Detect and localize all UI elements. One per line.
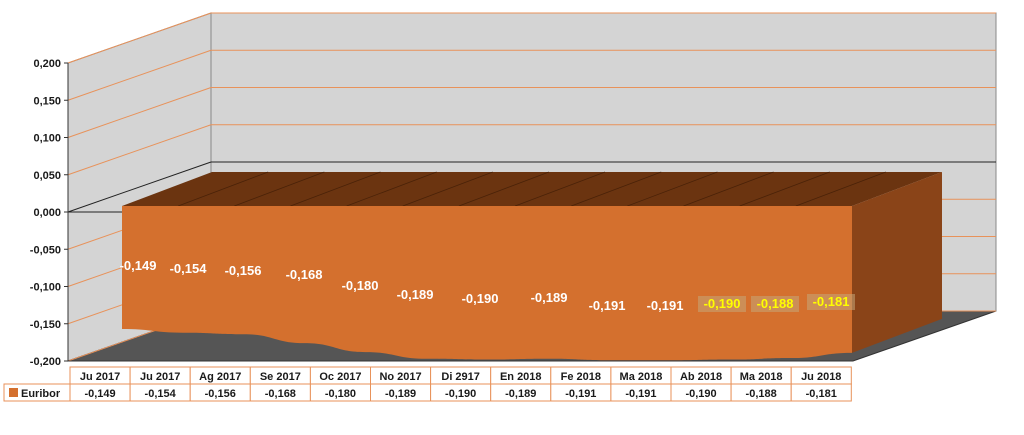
x-category-label: En 2018 bbox=[500, 371, 542, 383]
y-tick-label: 0,150 bbox=[33, 95, 61, 107]
table-value: -0,188 bbox=[746, 388, 777, 400]
data-label: -0,189 bbox=[531, 290, 568, 305]
x-category-label: Se 2017 bbox=[260, 371, 301, 383]
x-category-label: Ju 2017 bbox=[140, 371, 180, 383]
y-tick-label: -0,100 bbox=[30, 282, 61, 294]
area-top-face bbox=[122, 172, 942, 206]
data-label: -0,168 bbox=[286, 267, 323, 282]
table-value: -0,190 bbox=[445, 388, 476, 400]
top-face-divider bbox=[402, 171, 493, 207]
x-category-label: No 2017 bbox=[379, 371, 421, 383]
top-face-divider bbox=[571, 171, 662, 207]
table-value: -0,180 bbox=[325, 388, 356, 400]
gridline-side bbox=[67, 124, 212, 176]
data-label: -0,180 bbox=[342, 278, 379, 293]
data-label: -0,181 bbox=[813, 294, 850, 309]
x-category-label: Ju 2018 bbox=[801, 371, 841, 383]
table-value: -0,189 bbox=[385, 388, 416, 400]
top-face-divider bbox=[290, 171, 381, 207]
data-label: -0,156 bbox=[225, 263, 262, 278]
x-category-label: Oc 2017 bbox=[319, 371, 361, 383]
y-tick-label: 0,000 bbox=[33, 207, 61, 219]
x-category-label: Fe 2018 bbox=[561, 371, 601, 383]
gridline-side bbox=[67, 49, 212, 101]
top-face-divider bbox=[683, 171, 774, 207]
data-label-bg bbox=[807, 294, 855, 310]
top-face-divider bbox=[458, 171, 550, 207]
area-side-face bbox=[852, 172, 942, 353]
data-label: -0,191 bbox=[647, 298, 684, 313]
table-value: -0,191 bbox=[565, 388, 596, 400]
data-label: -0,189 bbox=[397, 287, 434, 302]
legend-series-name: Euribor bbox=[21, 388, 61, 400]
x-category-label: Ab 2018 bbox=[680, 371, 722, 383]
table-value: -0,156 bbox=[205, 388, 236, 400]
table-value: -0,149 bbox=[84, 388, 115, 400]
area-series bbox=[122, 171, 942, 361]
y-axis: 0,200 0,150 0,100 0,050 0,000 -0,050 -0,100 -0,… bbox=[30, 58, 69, 368]
table-value-cell bbox=[790, 383, 852, 402]
y-tick-label: 0,100 bbox=[33, 133, 61, 145]
x-category-label: Di 2917 bbox=[441, 371, 480, 383]
top-face-divider bbox=[739, 171, 830, 207]
data-label-bg bbox=[698, 296, 746, 312]
y-tick-label: -0,150 bbox=[30, 319, 61, 331]
legend-swatch bbox=[9, 388, 18, 397]
area-front-face bbox=[122, 206, 852, 361]
data-label: -0,191 bbox=[589, 298, 626, 313]
table-value: -0,168 bbox=[265, 388, 296, 400]
data-label: -0,188 bbox=[757, 296, 794, 311]
x-category-label: Ag 2017 bbox=[199, 371, 241, 383]
data-label: -0,190 bbox=[704, 296, 741, 311]
top-face-divider bbox=[627, 171, 718, 207]
data-labels: -0,149 -0,154 -0,156 -0,168 -0,180 -0,189 -0,1… bbox=[120, 258, 855, 313]
data-label-bg bbox=[751, 296, 799, 312]
top-face-divider bbox=[795, 171, 886, 207]
table-value: -0,190 bbox=[685, 388, 716, 400]
gridline-side bbox=[67, 12, 212, 64]
y-tick-label: -0,050 bbox=[30, 244, 61, 256]
data-label: -0,190 bbox=[462, 291, 499, 306]
data-label: -0,149 bbox=[120, 258, 157, 273]
table-value: -0,191 bbox=[625, 388, 656, 400]
x-category-label: Ma 2018 bbox=[620, 371, 663, 383]
top-face-divider bbox=[178, 171, 269, 207]
data-table: Euribor Ju 2017 -0,149 Ju 2017 -0,154 Ag 2017… bbox=[3, 366, 852, 402]
top-face-divider bbox=[346, 171, 437, 207]
y-tick-label: 0,050 bbox=[33, 170, 61, 182]
table-value: -0,189 bbox=[505, 388, 536, 400]
gridline-side bbox=[67, 87, 212, 138]
data-label: -0,154 bbox=[170, 261, 208, 276]
table-value: -0,181 bbox=[806, 388, 837, 400]
table-value: -0,154 bbox=[145, 388, 177, 400]
x-category-label: Ma 2018 bbox=[740, 371, 783, 383]
y-tick-label: -0,200 bbox=[30, 356, 61, 368]
top-face-divider bbox=[234, 171, 325, 207]
top-face-divider bbox=[514, 171, 606, 207]
y-tick-label: 0,200 bbox=[33, 58, 61, 70]
x-category-label: Ju 2017 bbox=[80, 371, 120, 383]
zero-line-side bbox=[67, 161, 212, 213]
